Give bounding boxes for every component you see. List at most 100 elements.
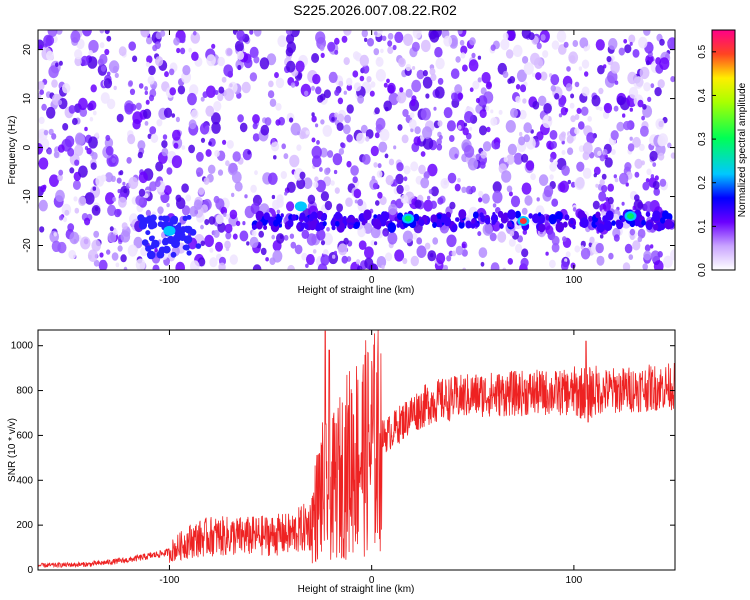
spectrogram-cell — [430, 186, 439, 197]
spectrogram-cell — [311, 53, 320, 63]
spectrogram-cell — [670, 152, 675, 159]
y-tick-label: 20 — [22, 44, 33, 56]
spectrogram-cell — [260, 124, 270, 136]
spectrogram-cell — [361, 30, 368, 38]
spectrogram-cell — [437, 197, 444, 205]
spectrogram-cell — [239, 122, 248, 133]
spectrogram-cell — [607, 183, 614, 192]
spectrogram-cell — [610, 61, 620, 74]
spectrogram-cell — [346, 77, 353, 86]
spectrogram-cell — [532, 100, 540, 110]
spectrogram-cell — [377, 163, 382, 169]
spectrogram-cell — [316, 229, 326, 241]
spectrogram-cell — [536, 197, 540, 202]
signal-band-cell — [455, 217, 460, 223]
spectrogram-cell — [639, 143, 645, 151]
spectrogram-cell — [580, 247, 591, 260]
spectrogram-cell — [252, 114, 260, 124]
signal-band-cell — [342, 216, 347, 221]
spectrogram-cell — [492, 203, 497, 208]
snr-series-line — [38, 330, 675, 569]
spectrogram-cell — [607, 196, 614, 205]
spectrogram-cell — [58, 215, 64, 221]
spectrogram-cell — [163, 185, 172, 196]
spectrogram-cell — [90, 162, 97, 170]
spectrogram-cell — [437, 120, 443, 127]
spectrogram-cell — [479, 125, 487, 136]
spectrogram-cell — [197, 257, 206, 267]
spectrogram-cell — [209, 257, 218, 268]
spectrogram-cell — [61, 203, 72, 216]
spectrogram-cell — [416, 237, 423, 245]
spectrogram-cell — [593, 173, 597, 178]
spectrogram-cell — [144, 90, 148, 95]
spectrogram-cell — [58, 60, 63, 66]
signal-band-cell — [473, 211, 479, 219]
spectrogram-cell — [319, 93, 326, 101]
signal-band-cell — [653, 224, 659, 231]
spectrogram-cell — [208, 216, 216, 225]
spectrogram-cell — [187, 92, 197, 106]
spectrogram-cell — [290, 241, 297, 249]
spectrogram-cell — [505, 49, 514, 59]
signal-band-cell — [588, 215, 593, 222]
spectrogram-cell — [217, 56, 225, 67]
spectrogram-cell — [181, 183, 189, 193]
spectrogram-cell — [99, 252, 104, 258]
spectrogram-cell — [561, 261, 569, 270]
signal-cluster-cell — [186, 214, 192, 220]
spectrogram-cell — [393, 145, 397, 150]
y-tick-label: 1000 — [11, 341, 34, 352]
spectrogram-cell — [379, 128, 390, 142]
spectrogram-cell — [364, 37, 368, 43]
spectrogram-cell — [435, 57, 445, 70]
spectrogram-cell — [250, 184, 257, 193]
spectrogram-cell — [367, 37, 374, 47]
signal-band-cell — [303, 216, 309, 223]
spectrogram-cell — [176, 47, 181, 54]
spectrogram-cell — [411, 41, 420, 52]
spectrogram-cell — [447, 172, 457, 184]
spectrogram-cell — [388, 92, 399, 106]
spectrogram-cell — [410, 128, 414, 133]
spectrogram-cell — [654, 175, 659, 181]
spectrogram-cell — [623, 120, 631, 131]
spectrogram-cell — [640, 125, 649, 137]
spectrogram-cell — [128, 176, 139, 190]
spectrogram-cell — [360, 124, 368, 134]
spectrogram-cell — [663, 255, 673, 268]
spectrogram-cell — [156, 119, 163, 127]
spectrogram-cell — [480, 261, 485, 267]
signal-cluster-cell — [182, 244, 188, 251]
spectrogram-cell — [446, 120, 456, 132]
spectrogram-cell — [628, 34, 636, 44]
spectrogram-cell — [193, 30, 197, 36]
spectrogram-cell — [358, 240, 367, 250]
colorbar-tick-label: 0.0 — [697, 263, 708, 277]
spectrogram-cell — [461, 186, 467, 193]
spectrogram-cell — [38, 116, 45, 125]
spectrogram-cell — [146, 55, 153, 64]
spectrogram-cell — [88, 254, 92, 260]
signal-band-cell — [470, 223, 476, 229]
spectrogram-cell — [457, 125, 462, 130]
spectrogram-cell — [326, 227, 330, 232]
signal-band-cell — [629, 219, 636, 228]
spectrogram-cell — [337, 243, 348, 256]
spectrogram-cell — [127, 134, 136, 145]
spectrogram-cell — [462, 267, 467, 270]
spectrogram-cell — [506, 185, 513, 193]
spectrogram-cell — [507, 258, 513, 265]
spectrogram-y-ticks: -20 -10 0 10 20 — [22, 44, 675, 253]
spectrogram-cell — [330, 180, 335, 186]
spectrogram-cell — [269, 257, 276, 266]
spectrogram-cell — [92, 110, 97, 116]
spectrogram-cell — [276, 209, 281, 214]
spectrogram-cell — [38, 44, 43, 50]
spectrogram-cell — [253, 30, 262, 37]
spectrogram-cell — [226, 140, 234, 149]
spectrogram-cell — [566, 66, 571, 72]
spectrogram-cell — [209, 247, 214, 253]
spectrogram-cell — [564, 108, 569, 113]
spectrogram-cell — [91, 239, 101, 252]
